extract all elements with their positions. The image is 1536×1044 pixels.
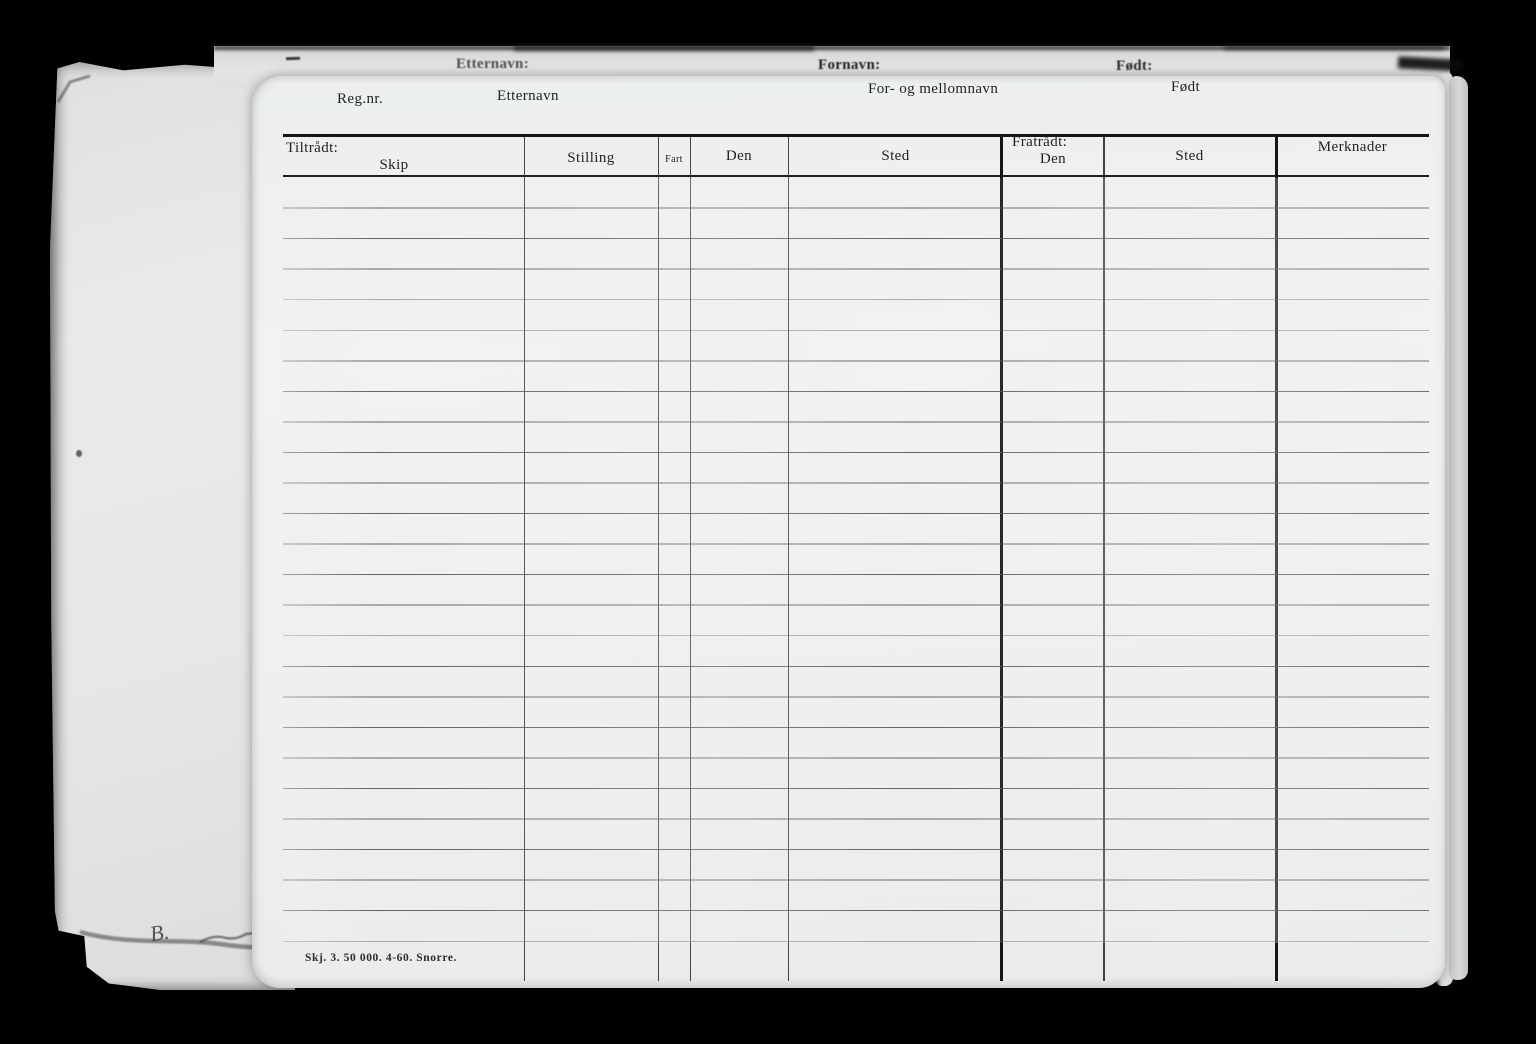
column-header-merknader: Merknader	[1317, 139, 1388, 155]
behind-label-etternavn: Etternavn:	[456, 56, 529, 72]
page-edge-2	[1449, 76, 1468, 980]
column-group-fratradt: Fratrådt:	[1012, 134, 1068, 150]
table-row-lines	[283, 178, 1429, 943]
field-label-for-og-mellomnavn: For- og mellomnavn	[868, 81, 999, 97]
form-imprint: Skj. 3. 50 000. 4-60. Snorre.	[305, 952, 457, 964]
column-header-den-fratradt: Den	[1039, 151, 1067, 167]
card-behind-edge-shadow	[1224, 45, 1444, 50]
column-group-tiltradt: Tiltrådt:	[286, 140, 339, 156]
torn-edge-shadow	[56, 74, 91, 103]
behind-label-fornavn: Fornavn:	[818, 57, 881, 73]
field-label-etternavn: Etternavn	[497, 88, 559, 104]
column-header-den-tiltradt: Den	[725, 148, 753, 164]
column-header-fart: Fart	[665, 154, 683, 165]
register-card: Reg.nr. Etternavn For- og mellomnavn Fød…	[252, 76, 1445, 988]
column-header-stilling: Stilling	[567, 150, 615, 166]
card-behind-edge-shadow	[514, 45, 814, 51]
column-header-skip: Skip	[379, 157, 409, 173]
table-top-rule	[283, 134, 1429, 137]
field-label-fodt: Født	[1171, 79, 1201, 95]
table-header-rule	[283, 175, 1429, 177]
paper-speck	[76, 450, 82, 457]
column-header-sted-fratradt: Sted	[1175, 148, 1204, 164]
column-header-sted-tiltradt: Sted	[881, 148, 910, 164]
pen-stroke	[199, 930, 265, 943]
card-behind-dark-edge	[214, 46, 1450, 50]
field-label-regnr: Reg.nr.	[337, 91, 384, 107]
stray-mark	[285, 56, 301, 60]
behind-label-fodt: Født:	[1116, 58, 1153, 74]
